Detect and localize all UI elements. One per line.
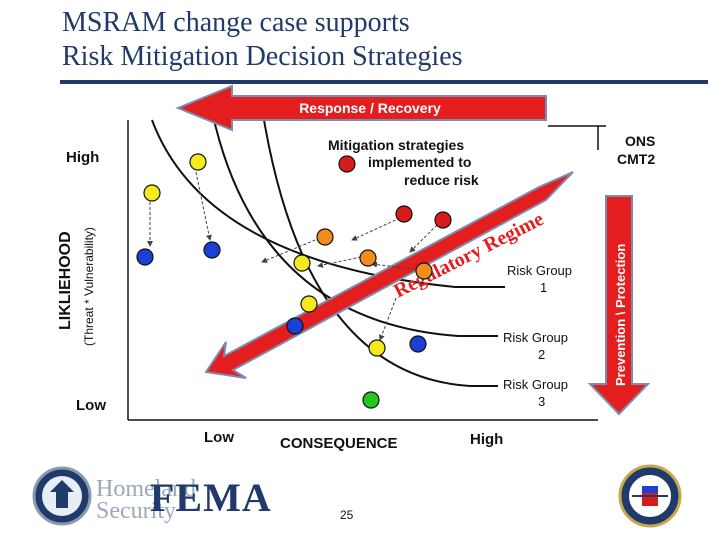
mitigation-arrow-3 — [261, 237, 321, 263]
y-axis-low-label: Low — [76, 397, 106, 414]
mitigation-arrow-7 — [378, 297, 397, 341]
risk-dot-orange — [316, 228, 334, 246]
risk-dot-blue — [409, 335, 427, 353]
mitigation-label-line-3: reduce risk — [404, 172, 479, 188]
response-recovery-label: Response / Recovery — [299, 100, 441, 116]
security-text: Security — [96, 498, 176, 524]
risk-group-1-curve — [151, 119, 505, 288]
risk-dot-blue — [203, 241, 221, 259]
y-axis-title: LIKLIEHOOD — [57, 231, 74, 330]
x-axis-low-label: Low — [204, 429, 234, 446]
risk-group-2-curve — [213, 119, 498, 337]
risk-dot-red — [338, 155, 356, 173]
department-of-homeland-security-seal-icon — [32, 466, 92, 526]
mitigation-arrow-4 — [317, 255, 367, 268]
title-divider — [60, 80, 708, 84]
title-line-1: MSRAM change case supports — [62, 7, 410, 38]
prevention-protection-arrow — [587, 195, 651, 416]
mitigation-arrow-5 — [351, 217, 401, 241]
prevention-protection-label: Prevention \ Protection — [613, 244, 628, 386]
mitigation-label-line-2: implemented to — [368, 154, 471, 170]
homeland-text: Homeland — [96, 476, 196, 502]
mitigation-arrow-2 — [195, 171, 212, 241]
x-axis-title: CONSEQUENCE — [280, 435, 398, 452]
risk-group-1-number: 1 — [540, 280, 547, 295]
risk-group-1-label: Risk Group — [507, 263, 572, 278]
risk-dot-yellow — [143, 184, 161, 202]
cmt2-label: CMT2 — [617, 151, 655, 167]
risk-dot-yellow — [368, 339, 386, 357]
ons-label: ONS — [625, 133, 655, 149]
risk-group-2-label: Risk Group — [503, 330, 568, 345]
risk-dot-orange — [359, 249, 377, 267]
title-line-2: Risk Mitigation Decision Strategies — [62, 41, 463, 72]
risk-group-3-label: Risk Group — [503, 377, 568, 392]
risk-dot-yellow — [293, 254, 311, 272]
risk-group-2-number: 2 — [538, 347, 545, 362]
mitigation-arrow-6 — [409, 224, 438, 253]
mitigation-label-line-1: Mitigation strategies — [328, 137, 464, 153]
fema-wordmark: FEMA — [150, 475, 272, 520]
slide-title: MSRAM change case supports Risk Mitigati… — [62, 6, 702, 74]
risk-dot-yellow — [189, 153, 207, 171]
y-axis-subtitle: (Threat * Vulnerability) — [82, 227, 96, 346]
risk-dot-red — [434, 211, 452, 229]
response-recovery-arrow — [175, 84, 547, 132]
mitigation-arrow-8 — [371, 261, 421, 271]
risk-group-3-curve — [263, 119, 498, 387]
risk-dot-green — [362, 391, 380, 409]
risk-dot-blue — [136, 248, 154, 266]
us-coast-guard-seal-icon — [618, 464, 682, 528]
risk-group-3-number: 3 — [538, 394, 545, 409]
risk-dot-blue — [286, 317, 304, 335]
risk-dot-red — [395, 205, 413, 223]
x-axis-high-label: High — [470, 431, 503, 448]
homeland-security-wordmark: Homeland Security — [96, 476, 196, 524]
y-axis-high-label: High — [66, 149, 99, 166]
page-number: 25 — [340, 508, 354, 522]
risk-dot-orange — [415, 262, 433, 280]
risk-dot-yellow — [300, 295, 318, 313]
